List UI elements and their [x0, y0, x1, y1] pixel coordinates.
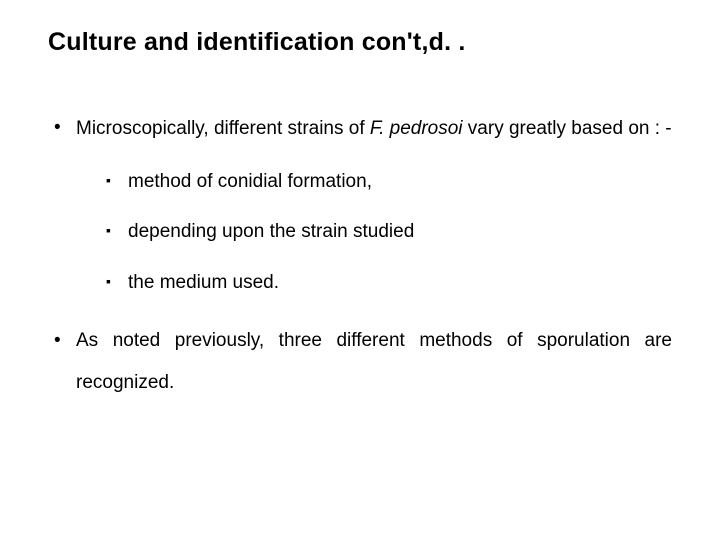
sub-bullet-2: depending upon the strain studied — [104, 219, 672, 246]
bullet-1-text: Microscopically, different strains of F.… — [76, 107, 672, 151]
species-name: F. pedrosoi — [370, 118, 463, 139]
bullet-item-2: As noted previously, three different met… — [48, 320, 672, 404]
bullet-item-1: Microscopically, different strains of F.… — [48, 107, 672, 296]
bullet-1-suffix: vary greatly based on : - — [463, 118, 672, 139]
sub-bullet-3: the medium used. — [104, 270, 672, 297]
inner-bullet-list: method of conidial formation, depending … — [76, 169, 672, 297]
slide-container: Culture and identification con't,d. . Mi… — [0, 0, 720, 540]
sub-bullet-1: method of conidial formation, — [104, 169, 672, 196]
bullet-1-prefix: Microscopically, different strains of — [76, 118, 370, 139]
outer-bullet-list: Microscopically, different strains of F.… — [48, 107, 672, 404]
slide-title: Culture and identification con't,d. . — [48, 28, 672, 57]
